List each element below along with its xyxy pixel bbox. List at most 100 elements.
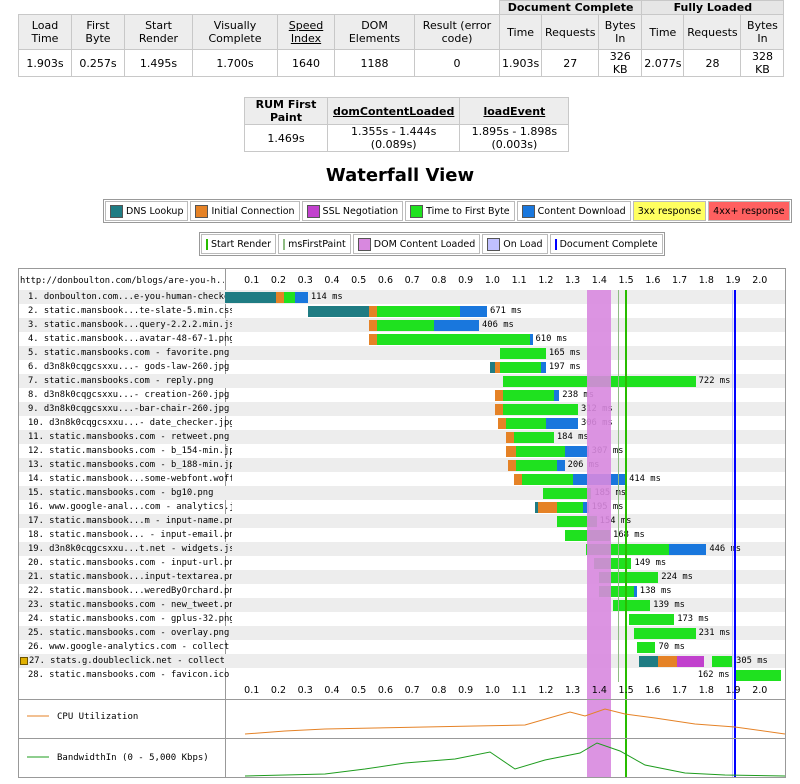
request-label[interactable]: 2. static.mansbook...te-slate-5.min.css — [20, 304, 232, 318]
request-label[interactable]: 5. static.mansbooks.com - favorite.png — [20, 346, 232, 360]
request-label[interactable]: 14. static.mansbook...some-webfont.woff2 — [20, 472, 232, 486]
request-bar-segment — [505, 417, 546, 429]
value-load-event: 1.895s - 1.898s (0.003s) — [459, 124, 570, 152]
request-bar-segment — [516, 459, 557, 471]
request-duration: 138 ms — [639, 586, 672, 596]
axis-tick-label: 1.6 — [645, 275, 661, 286]
value-first-byte: 0.257s — [71, 49, 125, 77]
axis-tick-label: 1.2 — [538, 275, 554, 286]
header-fl-bytes: Bytes In — [740, 14, 785, 50]
request-label[interactable]: 9. d3n8k0cqgcsxxu...-bar-chair-260.jpg — [20, 402, 232, 416]
request-label[interactable]: 19. d3n8k0cqgcsxxu...t.net - widgets.js — [20, 542, 232, 556]
request-duration: 231 ms — [698, 628, 731, 638]
request-bar-segment — [377, 333, 530, 345]
load-event-link[interactable]: loadEvent — [459, 97, 570, 125]
request-label-text: 28. static.mansbooks.com - favicon.ico — [28, 670, 230, 680]
bandwidth-in-label: BandwidthIn (0 - 5,000 Kbps) — [57, 753, 209, 763]
legend-label: Time to First Byte — [426, 205, 510, 217]
axis-tick-label: 1.4 — [591, 275, 607, 286]
request-label[interactable]: 20. static.mansbooks.com - input-url.png — [20, 556, 232, 570]
request-label-text: 25. static.mansbooks.com - overlay.png — [28, 628, 230, 638]
bandwidth-legend-line — [27, 756, 49, 758]
request-label[interactable]: 15. static.mansbooks.com - bg10.png — [20, 486, 232, 500]
request-duration: 671 ms — [490, 306, 522, 316]
request-bar-segment — [658, 655, 677, 667]
header-dc-requests: Requests — [541, 14, 600, 50]
request-bar-segment — [639, 655, 659, 667]
legend-item: msFirstPaint — [278, 234, 351, 254]
legend-swatch — [410, 204, 424, 218]
request-label[interactable]: 10. d3n8k0cqgcsxxu...- date_checker.jpg — [20, 416, 232, 430]
request-label[interactable]: 25. static.mansbooks.com - overlay.png — [20, 626, 232, 640]
request-label-text: 19. d3n8k0cqgcsxxu...t.net - widgets.js — [28, 544, 232, 554]
request-duration: 114 ms — [310, 292, 343, 302]
request-label-text: 3. static.mansbook...query-2.2.2.min.js — [28, 320, 232, 330]
axis-tick-label: 1.5 — [618, 275, 634, 286]
request-bar-segment — [508, 459, 517, 471]
request-label-text: 13. static.mansbooks.com - b_188-min.jpg — [28, 460, 232, 470]
page-url: http://donboulton.com/blogs/are-you-h... — [20, 276, 224, 286]
request-label[interactable]: 18. static.mansbook... - input-email.png — [20, 528, 232, 542]
legend-item: On Load — [482, 234, 548, 254]
dom-content-loaded-link[interactable]: domContentLoaded — [326, 97, 461, 125]
value-rum-first-paint: 1.469s — [244, 124, 328, 152]
document-complete-marker — [733, 290, 736, 777]
request-bar-segment — [377, 305, 461, 317]
request-label[interactable]: 17. static.mansbook...m - input-name.png — [20, 514, 232, 528]
request-label[interactable]: 28. static.mansbooks.com - favicon.ico — [20, 668, 232, 682]
request-duration: 414 ms — [629, 474, 661, 484]
request-label[interactable]: 12. static.mansbooks.com - b_154-min.jpg — [20, 444, 232, 458]
request-bar-segment — [505, 445, 517, 457]
request-bar-segment — [537, 501, 557, 513]
request-label[interactable]: 21. static.mansbook...input-textarea.png — [20, 570, 232, 584]
request-bar-segment — [489, 361, 496, 373]
request-label[interactable]: 11. static.mansbooks.com - retweet.png — [20, 430, 232, 444]
legend-item: Document Complete — [549, 234, 663, 254]
request-duration: 173 ms — [677, 614, 709, 624]
header-visually-complete: Visually Complete — [192, 14, 278, 50]
request-label[interactable]: 1. donboulton.com...e-you-human-checker — [20, 290, 232, 304]
legend-label: Start Render — [211, 238, 272, 250]
rum-table: RUM First Paint domContentLoaded loadEve… — [244, 97, 570, 152]
on-load-marker — [731, 290, 733, 777]
request-label-text: 14. static.mansbook...some-webfont.woff2 — [28, 474, 232, 484]
value-dc-time: 1.903s — [498, 49, 543, 77]
header-fl-requests: Requests — [683, 14, 742, 50]
request-label[interactable]: 22. static.mansbook...weredByOrchard.png — [20, 584, 232, 598]
request-label[interactable]: 16. www.google-anal...com - analytics.js — [20, 500, 232, 514]
request-label-text: 23. static.mansbooks.com - new_tweet.png — [28, 600, 232, 610]
request-label[interactable]: 3. static.mansbook...query-2.2.2.min.js — [20, 318, 232, 332]
bandwidth-in-graph — [244, 742, 785, 777]
request-bar-segment — [612, 599, 651, 611]
request-bar-segment — [556, 501, 584, 513]
request-bar-segment — [369, 305, 378, 317]
request-label-text: 26. www.google-analytics.com - collect — [28, 642, 230, 652]
request-label[interactable]: 23. static.mansbooks.com - new_tweet.png — [20, 598, 232, 612]
request-label[interactable]: 27. stats.g.doubleclick.net - collect — [20, 654, 224, 668]
axis-tick-label: 0.9 — [458, 275, 474, 286]
request-label[interactable]: 4. static.mansbook...avatar-48-67-1.png — [20, 332, 232, 346]
request-label[interactable]: 7. static.mansbooks.com - reply.png — [20, 374, 232, 388]
value-dom-elements: 1188 — [334, 49, 415, 77]
request-label[interactable]: 8. d3n8k0cqgcsxxu...- creation-260.jpg — [20, 388, 232, 402]
legend-label: Content Download — [537, 205, 626, 217]
speed-index-link[interactable]: Speed Index — [277, 14, 335, 50]
request-label[interactable]: 26. www.google-analytics.com - collect — [20, 640, 232, 654]
legend-swatch — [306, 204, 320, 218]
request-label[interactable]: 6. d3n8k0cqgcsxxu...- gods-law-260.jpg — [20, 360, 232, 374]
legend-item: DNS Lookup — [105, 201, 189, 221]
request-label[interactable]: 24. static.mansbooks.com - gplus-32.png — [20, 612, 232, 626]
request-label-text: 16. www.google-anal...com - analytics.js — [28, 502, 232, 512]
request-duration: 305 ms — [736, 656, 768, 666]
legend-swatch — [487, 237, 501, 251]
request-duration: 168 ms — [613, 530, 645, 540]
axis-tick-label: 0.8 — [431, 685, 447, 696]
bandwidth-divider — [19, 738, 785, 739]
request-label[interactable]: 13. static.mansbooks.com - b_188-min.jpg — [20, 458, 232, 472]
cpu-legend-line — [27, 715, 49, 717]
request-duration: 224 ms — [661, 572, 693, 582]
request-label-text: 7. static.mansbooks.com - reply.png — [28, 376, 214, 386]
request-label-text: 12. static.mansbooks.com - b_154-min.jpg — [28, 446, 232, 456]
request-duration: 184 ms — [556, 432, 589, 442]
request-duration: 139 ms — [653, 600, 685, 610]
